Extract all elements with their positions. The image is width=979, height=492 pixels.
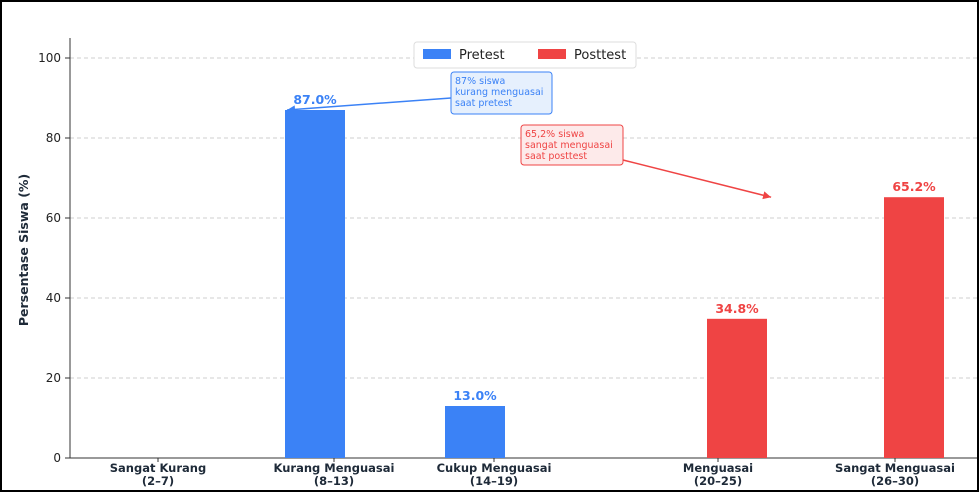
y-tick-label: 100 [38, 51, 61, 65]
annotation-pretest: 87% siswa kurang menguasai saat pretest [286, 71, 553, 115]
x-tick-label: Sangat Menguasai (26–30) [835, 461, 955, 488]
annotation-text: 65,2% siswa sangat menguasai saat posttest [525, 129, 613, 162]
annotation-text: 87% siswa kurang menguasai saat pretest [455, 76, 543, 109]
y-tick-label: 20 [46, 371, 61, 385]
bars [285, 110, 944, 458]
annotation-arrow [286, 97, 452, 111]
y-tick-label: 40 [46, 291, 61, 305]
value-label: 65.2% [892, 179, 936, 194]
legend-label-pretest: Pretest [459, 48, 505, 63]
value-labels: 87.0% 13.0% 34.8% 65.2% [293, 92, 936, 403]
arrow-head-icon [762, 191, 772, 200]
x-tick-label: Kurang Menguasai (8–13) [274, 461, 395, 488]
annotation-posttest: 65,2% siswa sangat menguasai saat posttest [520, 124, 772, 200]
value-label: 87.0% [293, 92, 337, 107]
annotation-arrow [622, 159, 772, 198]
bar-pretest [285, 110, 345, 458]
x-tick-label: Cukup Menguasai (14–19) [437, 461, 552, 488]
value-label: 34.8% [715, 301, 759, 316]
axes: 0 20 40 60 80 100 Sangat Kurang (2–7) Kurang Men… [38, 38, 977, 488]
legend-label-posttest: Posttest [574, 48, 626, 63]
annotation-box [450, 71, 553, 115]
annotations: 87% siswa kurang menguasai saat pretest 65,… [286, 71, 772, 200]
bar-posttest [707, 318, 767, 458]
annotation-box [520, 124, 624, 166]
y-axis-title: Persentase Siswa (%) [16, 174, 31, 326]
value-label: 13.0% [453, 388, 497, 403]
y-tick-label: 80 [46, 131, 61, 145]
gridlines [70, 57, 977, 459]
arrow-head-icon [287, 105, 296, 114]
legend-swatch-pretest [423, 49, 451, 59]
legend-box [413, 41, 637, 69]
y-tick-label: 0 [53, 451, 61, 465]
y-tick-label: 60 [46, 211, 61, 225]
x-tick-label: Sangat Kurang (2–7) [110, 461, 206, 488]
x-tick-label: Menguasai (20–25) [683, 461, 753, 488]
bar-pretest [445, 406, 505, 458]
legend-swatch-posttest [538, 49, 566, 59]
bar-posttest [884, 197, 944, 458]
legend: Pretest Posttest [413, 41, 637, 69]
